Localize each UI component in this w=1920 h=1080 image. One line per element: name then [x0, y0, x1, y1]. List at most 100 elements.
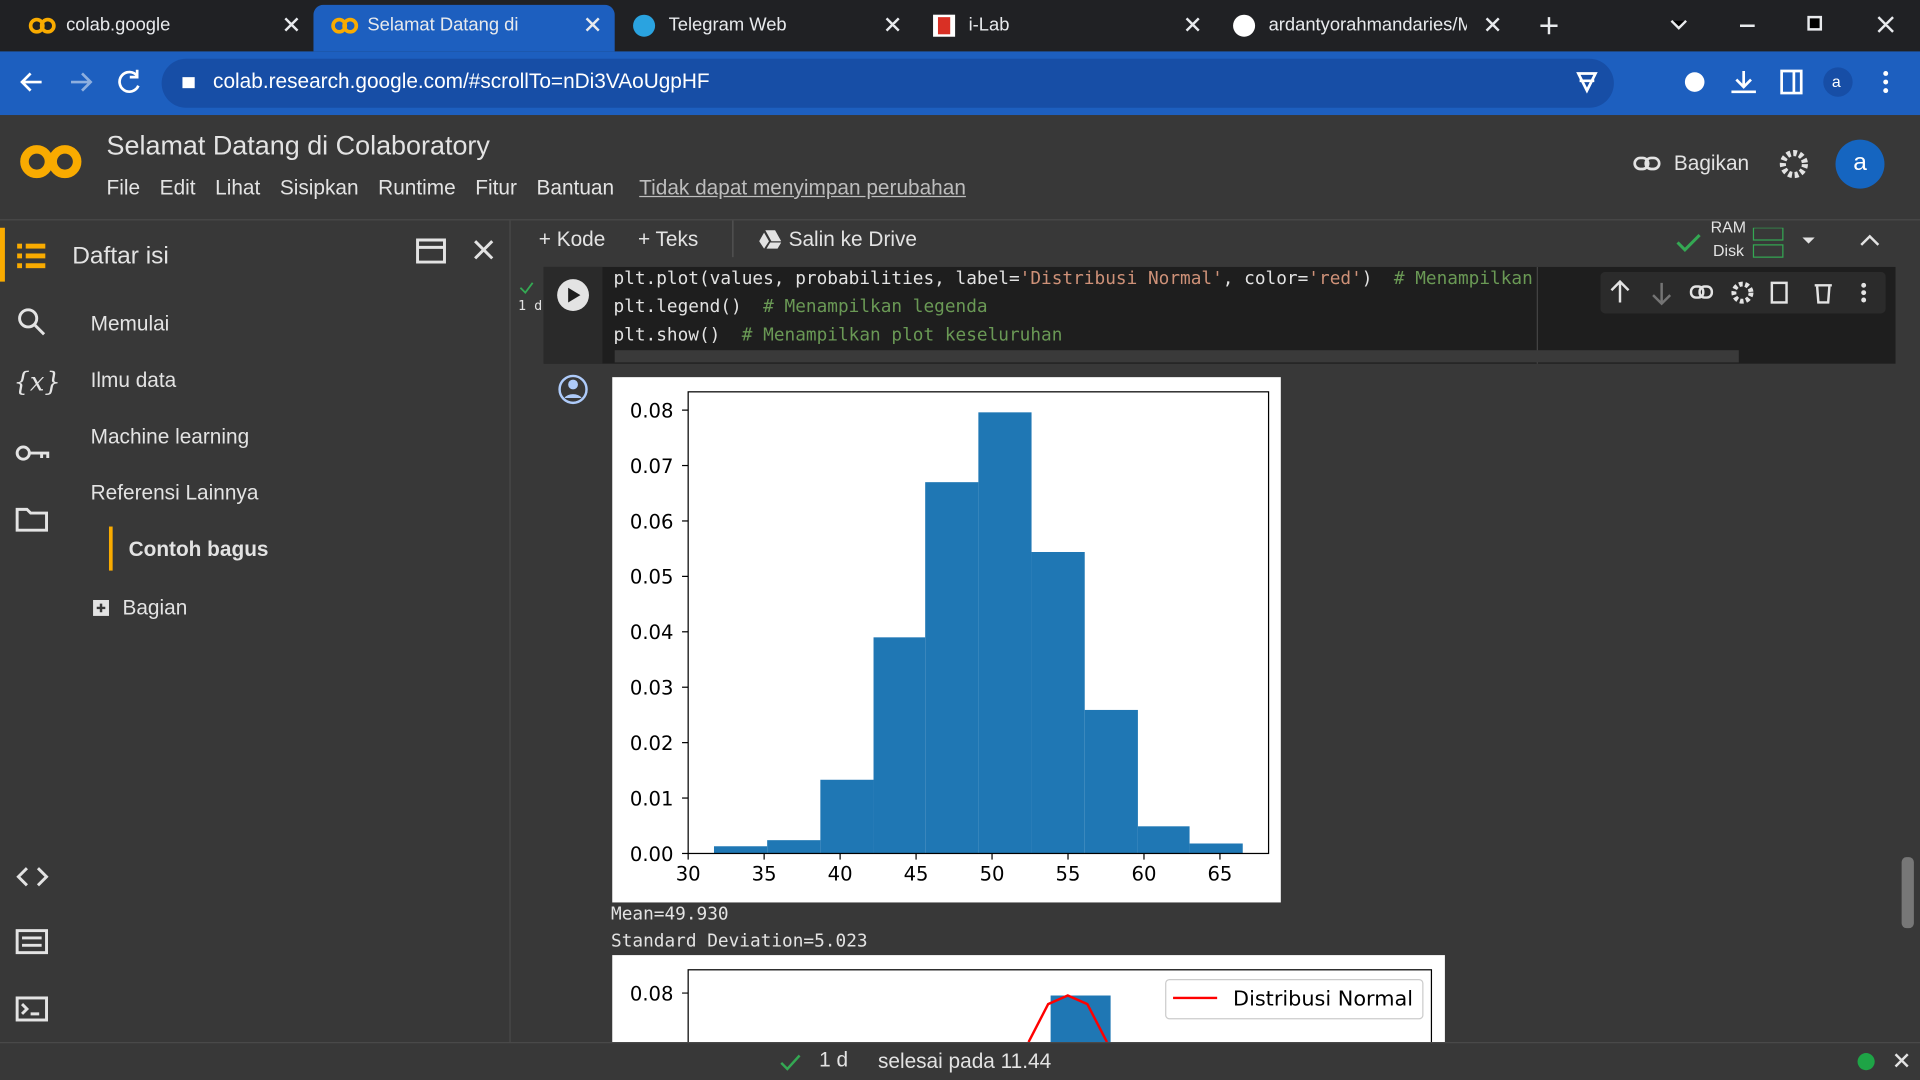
add-section[interactable]: Bagian: [122, 596, 188, 620]
bar: [713, 846, 768, 854]
y-tick-label: 0.03: [630, 677, 674, 700]
y-tick-label: 0.04: [630, 621, 674, 644]
x-tick-label: 35: [752, 862, 777, 885]
disk-label: Disk: [1713, 241, 1745, 260]
code-token: 'red': [1308, 269, 1362, 289]
code-token: plt.legend(): [613, 297, 764, 318]
menu-item[interactable]: Bantuan: [536, 176, 615, 200]
colab-logo: [20, 145, 82, 179]
curve-partial: [1027, 994, 1109, 1043]
sidebar-border: [509, 220, 511, 1043]
y-tick-label: 0.07: [630, 455, 674, 478]
scrollbar: [614, 350, 1739, 363]
cell-icons: [519, 279, 589, 405]
toc-item[interactable]: Referensi Lainnya: [90, 481, 259, 505]
x-tick-label: 65: [1207, 862, 1232, 885]
output-text: Mean=49.930: [611, 904, 729, 925]
tab[interactable]: Selamat Datang di Colab: [367, 14, 519, 36]
url-bar[interactable]: colab.research.google.com/#scrollTo=nDi3…: [213, 69, 710, 94]
notebook-title[interactable]: Selamat Datang di Colaboratory: [106, 129, 490, 161]
code-token: 'Distribusi Normal': [1019, 269, 1223, 289]
add-text[interactable]: + Teks: [637, 227, 699, 252]
drive-icon: [759, 230, 782, 249]
bar: [1137, 826, 1190, 854]
tab[interactable]: i-Lab: [968, 14, 1010, 36]
x-tick-label: 45: [904, 862, 929, 885]
y-tick-label: 0.01: [630, 787, 674, 810]
bar: [767, 840, 821, 854]
header-icons: [1633, 150, 1808, 179]
divider: [732, 220, 734, 258]
profile[interactable]: a: [1831, 72, 1841, 91]
status-icons: [780, 1053, 1909, 1071]
status-bar: [0, 1042, 1920, 1080]
y-tick-label: 0.00: [630, 843, 674, 866]
tab[interactable]: Telegram Web: [668, 14, 787, 36]
menu-item[interactable]: File: [106, 176, 141, 200]
bar: [873, 637, 926, 854]
bar: [820, 779, 874, 854]
menu-item[interactable]: Edit: [159, 176, 196, 200]
menu-item[interactable]: Lihat: [215, 176, 261, 200]
x-tick-label: 50: [980, 862, 1005, 885]
menu-item[interactable]: Sisipkan: [279, 176, 359, 200]
ram-label: RAM: [1710, 217, 1746, 237]
y-tick-label: 0.08: [630, 982, 674, 1005]
toc-item[interactable]: Ilmu data: [90, 368, 177, 392]
legend-box: [1165, 978, 1424, 1020]
x-tick-label: 60: [1132, 862, 1157, 885]
x-tick-label: 40: [828, 862, 853, 885]
code-line: plt.show() # Menampilkan plot keseluruha…: [613, 322, 1532, 350]
x-tick-label: 55: [1056, 862, 1081, 885]
sidebar-title: Daftar isi: [72, 242, 169, 270]
variables-icon[interactable]: {x}: [13, 367, 61, 397]
y-tick-label: 0.08: [630, 399, 674, 422]
menu-bar: File Edit Lihat Sisipkan Runtime Fitur Bantuan: [107, 176, 615, 200]
menu-item[interactable]: Fitur: [475, 176, 517, 200]
save-warning[interactable]: Tidak dapat menyimpan perubahan: [639, 176, 966, 200]
code-token: , color=: [1222, 269, 1309, 289]
code-token: # Menampilkan: [1393, 269, 1533, 289]
share-button[interactable]: Bagikan: [1673, 151, 1750, 176]
avatar[interactable]: a: [1835, 139, 1885, 189]
divider: [0, 219, 1920, 221]
code-editor: plt.plot(values, probabilities, label='D…: [613, 266, 1532, 350]
code-token: # Menampilkan legenda: [763, 297, 988, 318]
code-token: ): [1361, 269, 1394, 289]
toc-item[interactable]: Memulai: [90, 312, 170, 336]
resource-icons: [1676, 227, 1880, 258]
code-token: # Menampilkan plot keseluruhan: [741, 325, 1063, 346]
code-token: plt.plot(values, probabilities, label=: [613, 269, 1020, 289]
menu-item[interactable]: Runtime: [378, 176, 456, 200]
bar: [1189, 843, 1243, 854]
legend-label: Distribusi Normal: [1233, 986, 1413, 1010]
axes-frame: [687, 969, 1433, 1043]
bar: [978, 412, 1032, 854]
code-line: plt.plot(values, probabilities, label='D…: [613, 266, 1532, 294]
copy-to-drive[interactable]: Salin ke Drive: [788, 227, 917, 252]
browser-icons: [0, 14, 1920, 116]
cell-toolbar[interactable]: [1600, 271, 1886, 314]
y-tick-label: 0.06: [630, 510, 674, 533]
status-text: selesai pada 11.44: [877, 1049, 1052, 1073]
code-line: plt.legend() # Menampilkan legenda: [613, 294, 1532, 322]
output-text: Standard Deviation=5.023: [611, 931, 868, 952]
bar: [925, 482, 979, 854]
toc-item[interactable]: Contoh bagus: [128, 537, 269, 561]
bar: [1031, 551, 1085, 854]
sidebar-icons: [15, 238, 494, 1022]
tab[interactable]: ardantyorahmandaries/M: [1268, 14, 1467, 36]
code-token: plt.show(): [613, 325, 742, 346]
normal-chart: 0.08 Distribusi Normal: [612, 955, 1445, 1043]
status-time: 1 d: [819, 1048, 849, 1072]
tab[interactable]: colab.google: [66, 14, 171, 36]
histogram-chart: 30 35 40 45 50 55 60 65 0.00 0.01 0.02 0.03 0.04 0.05…: [612, 377, 1281, 903]
add-code[interactable]: + Kode: [538, 227, 606, 252]
active-tab-bg: [313, 4, 615, 52]
exec-time: 1 d: [517, 297, 543, 314]
active-indicator: [0, 227, 5, 282]
axes-frame: [687, 391, 1270, 855]
toc-item[interactable]: Machine learning: [90, 424, 250, 449]
